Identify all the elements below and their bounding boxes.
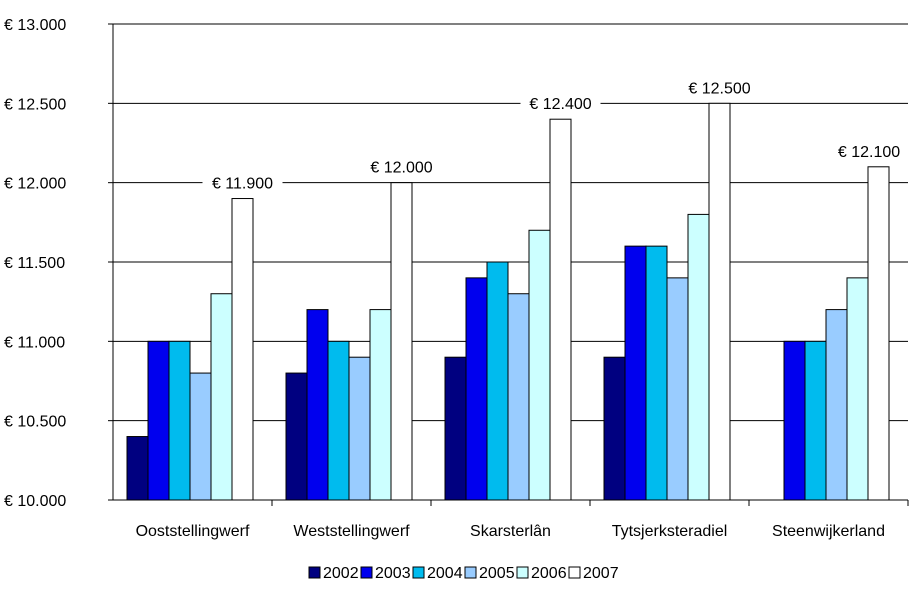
axes [108,23,909,506]
legend-swatch [464,566,477,579]
tick-labels: € 10.000 € 10.500 € 11.000 € 11.500 € 12.000… [4,17,885,540]
bar-2006-1 [369,309,392,501]
legend-label: 2006 [531,565,567,582]
y-tick-label: € 11.500 [4,255,65,272]
data-labels: € 11.900 € 12.000 € 12.400 € 12.500 € 12.100 [202,77,909,195]
legend-label: 2003 [375,565,411,582]
legend-label: 2005 [479,565,515,582]
legend-label: 2007 [583,565,619,582]
bar-2004-0 [168,340,191,501]
y-tick-label: € 11.000 [4,334,65,351]
data-label-bg [520,93,601,116]
bar-2006-3 [687,213,710,501]
legend-swatch [516,566,529,579]
legend-swatch [360,566,373,579]
y-tick-label: € 12.500 [4,96,66,113]
data-label: € 12.400 [529,96,591,113]
bar-2005-1 [348,356,371,501]
bar-2006-4 [846,277,869,501]
bar-2002-2 [444,356,467,501]
bar-2003-0 [147,340,170,501]
legend-swatch [412,566,425,579]
legend: 2002 2003 2004 2005 2006 2007 [308,565,619,582]
bar-2006-0 [210,293,233,501]
bars [126,102,890,501]
bar-2002-0 [126,436,149,501]
bar-2005-0 [189,372,212,501]
data-label: € 12.000 [370,160,432,177]
data-label-bg [202,172,283,195]
bar-2007-0 [231,198,254,501]
bar-2003-1 [306,309,329,501]
y-tick-label: € 13.000 [4,17,66,34]
bar-2005-4 [825,309,848,501]
bar-2002-3 [603,356,626,501]
y-tick-label: € 10.000 [4,493,66,510]
y-tick-label: € 12.000 [4,176,66,193]
bar-2003-3 [624,245,647,501]
bar-2005-2 [507,293,530,501]
bar-2006-2 [528,229,551,501]
bar-2007-4 [867,166,890,501]
legend-label: 2002 [323,565,359,582]
data-label-bg [829,140,909,163]
bar-2007-2 [549,118,572,501]
bar-2004-2 [486,261,509,501]
data-label: € 12.500 [688,80,750,97]
bar-2007-1 [390,182,413,501]
bar-2007-3 [708,102,731,501]
legend-swatch [308,566,321,579]
bar-2004-4 [804,340,827,501]
legend-swatch [568,566,581,579]
x-tick-label: Tytsjerksteradiel [612,523,728,540]
bar-2003-2 [465,277,488,501]
data-label-bg [679,77,760,100]
bar-2003-4 [783,340,806,501]
data-label-bg [361,156,442,179]
x-tick-label: Steenwijkerland [772,523,885,540]
x-tick-label: Ooststellingwerf [136,523,250,540]
legend-label: 2004 [427,565,463,582]
data-label: € 12.100 [838,144,900,161]
bar-2002-1 [285,372,308,501]
y-tick-label: € 10.500 [4,414,66,431]
bar-2004-1 [327,340,350,501]
bar-2005-3 [666,277,689,501]
x-tick-label: Weststellingwerf [293,523,410,540]
bar-2004-3 [645,245,668,501]
x-tick-label: Skarsterlân [470,523,551,540]
data-label: € 11.900 [212,176,273,193]
